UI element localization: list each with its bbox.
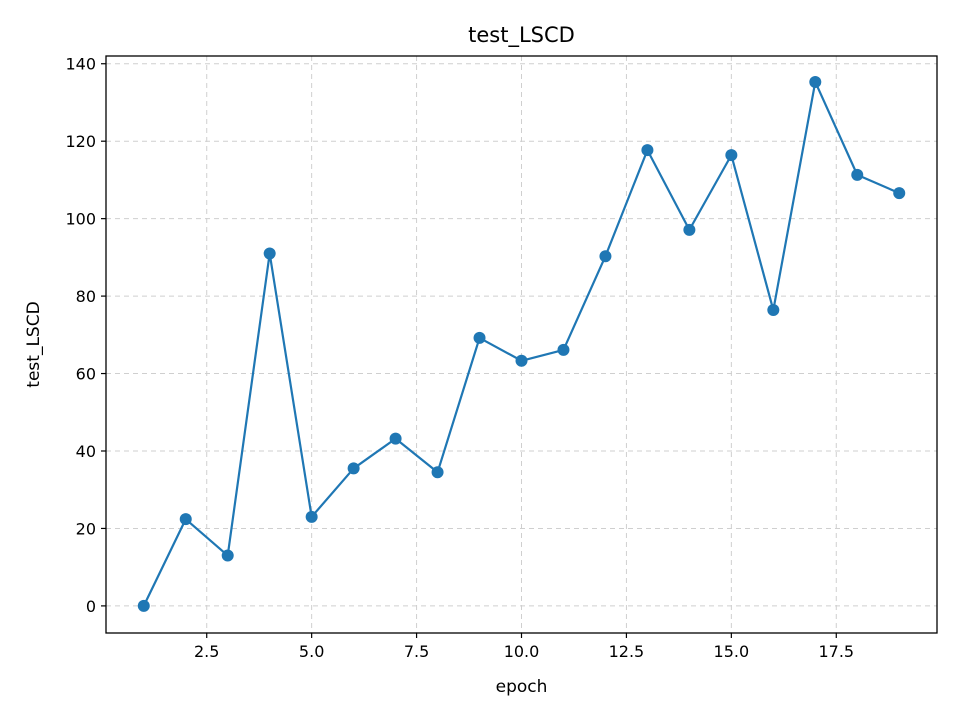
- series-layer: [137, 75, 906, 612]
- x-axis-label: epoch: [496, 677, 548, 697]
- data-point: [809, 75, 822, 88]
- y-axis-label: test_LSCD: [24, 301, 44, 387]
- data-point: [683, 223, 696, 236]
- y-tick-label: 120: [65, 132, 96, 151]
- x-tick-label: 2.5: [194, 642, 219, 661]
- x-tick-label: 7.5: [404, 642, 429, 661]
- data-point: [893, 187, 906, 200]
- data-point: [473, 331, 486, 344]
- y-tick-label: 140: [65, 55, 96, 74]
- x-tick-label: 17.5: [818, 642, 854, 661]
- x-tick-label: 10.0: [504, 642, 540, 661]
- y-tick-label: 40: [76, 442, 96, 461]
- grid: [106, 56, 937, 633]
- data-point: [767, 304, 780, 317]
- y-tick-label: 80: [76, 287, 96, 306]
- data-point: [347, 462, 360, 475]
- data-point: [179, 513, 192, 526]
- y-tick-label: 0: [86, 597, 96, 616]
- x-tick-label: 5.0: [299, 642, 324, 661]
- data-point: [725, 149, 738, 162]
- data-point: [305, 510, 318, 523]
- axis-ticks: 2.5 5.0 7.5 10.0 12.5 15.0 17.5 0 20 40 60 80 100 120…: [65, 55, 854, 661]
- chart-title: test_LSCD: [468, 23, 575, 48]
- x-tick-label: 12.5: [609, 642, 645, 661]
- x-tick-label: 15.0: [714, 642, 750, 661]
- data-point: [263, 247, 276, 260]
- data-point: [389, 432, 402, 445]
- data-point: [221, 549, 234, 562]
- y-tick-label: 60: [76, 365, 96, 384]
- data-point: [137, 599, 150, 612]
- data-point: [431, 466, 444, 479]
- data-point: [599, 250, 612, 263]
- data-point: [557, 343, 570, 356]
- data-point: [641, 144, 654, 157]
- data-point: [851, 168, 864, 181]
- y-tick-label: 20: [76, 519, 96, 538]
- y-tick-label: 100: [65, 210, 96, 229]
- data-point: [515, 354, 528, 367]
